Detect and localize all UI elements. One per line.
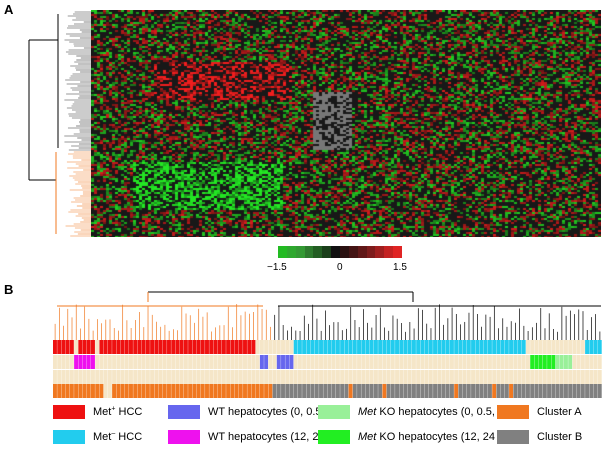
scale-mid-label: 0	[337, 262, 343, 273]
scale-swatch	[366, 246, 376, 258]
legend-item: Met KO hepatocytes (0, 0.5, 2 h)	[318, 405, 517, 419]
legend-swatch	[53, 430, 85, 444]
expression-heatmap	[91, 10, 601, 237]
sample-annotation-tracks	[53, 340, 602, 398]
legend-swatch	[497, 405, 529, 419]
legend-swatch	[53, 405, 85, 419]
legend-label: Met+ HCC	[93, 405, 143, 418]
scale-swatch	[357, 246, 367, 258]
scale-swatch	[348, 246, 358, 258]
legend-item: Cluster A	[497, 405, 582, 419]
scale-swatch	[322, 246, 332, 258]
scale-swatch	[313, 246, 323, 258]
legend-label: Met KO hepatocytes (12, 24 h)	[358, 431, 508, 443]
legend-swatch	[168, 430, 200, 444]
legend-item: WT hepatocytes (0, 0.5, 2 h)	[168, 405, 347, 419]
legend-item: Met KO hepatocytes (12, 24 h)	[318, 430, 508, 444]
legend-item: Cluster B	[497, 430, 582, 444]
scale-swatch	[375, 246, 385, 258]
legend-label: WT hepatocytes (0, 0.5, 2 h)	[208, 406, 347, 418]
scale-swatch	[286, 246, 296, 258]
legend-label: Cluster A	[537, 406, 582, 418]
scale-swatch	[384, 246, 394, 258]
scale-max-label: 1.5	[393, 262, 407, 273]
legend-swatch	[497, 430, 529, 444]
scale-swatch	[304, 246, 314, 258]
legend-item: Met+ HCC	[53, 405, 142, 419]
legend-swatch	[168, 405, 200, 419]
legend-label: Cluster B	[537, 431, 583, 443]
legend-label: WT hepatocytes (12, 24 h)	[208, 431, 338, 443]
legend-label: Met– HCC	[93, 430, 143, 443]
scale-swatch	[278, 246, 287, 258]
scale-swatch	[393, 246, 403, 258]
legend-swatch	[318, 430, 350, 444]
color-scale-bar	[278, 246, 403, 258]
legend-swatch	[318, 405, 350, 419]
panel-b-label: B	[4, 282, 14, 297]
gene-dendrogram	[28, 11, 92, 237]
sample-dendrogram	[54, 291, 601, 340]
legend-label: Met KO hepatocytes (0, 0.5, 2 h)	[358, 406, 517, 418]
scale-swatch	[295, 246, 305, 258]
legend-item: WT hepatocytes (12, 24 h)	[168, 430, 337, 444]
panel-a-label: A	[4, 2, 14, 17]
scale-swatch	[340, 246, 349, 258]
scale-min-label: −1.5	[267, 262, 287, 273]
scale-swatch	[331, 246, 341, 258]
legend-item: Met– HCC	[53, 430, 142, 444]
